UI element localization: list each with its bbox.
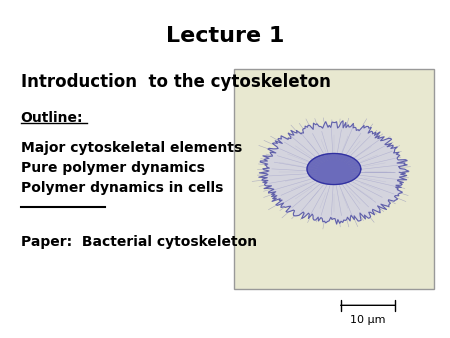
Text: Paper:  Bacterial cytoskeleton: Paper: Bacterial cytoskeleton [21,236,256,249]
Text: Outline:: Outline: [21,112,83,125]
Polygon shape [307,153,361,185]
Text: Introduction  to the cytoskeleton: Introduction to the cytoskeleton [21,73,330,91]
Text: Pure polymer dynamics: Pure polymer dynamics [21,161,204,175]
Text: Lecture 1: Lecture 1 [166,26,284,46]
Text: Major cytoskeletal elements: Major cytoskeletal elements [21,141,242,155]
Bar [234,69,434,289]
Polygon shape [259,121,409,224]
Text: 10 μm: 10 μm [350,315,386,325]
Text: Polymer dynamics in cells: Polymer dynamics in cells [21,180,223,195]
